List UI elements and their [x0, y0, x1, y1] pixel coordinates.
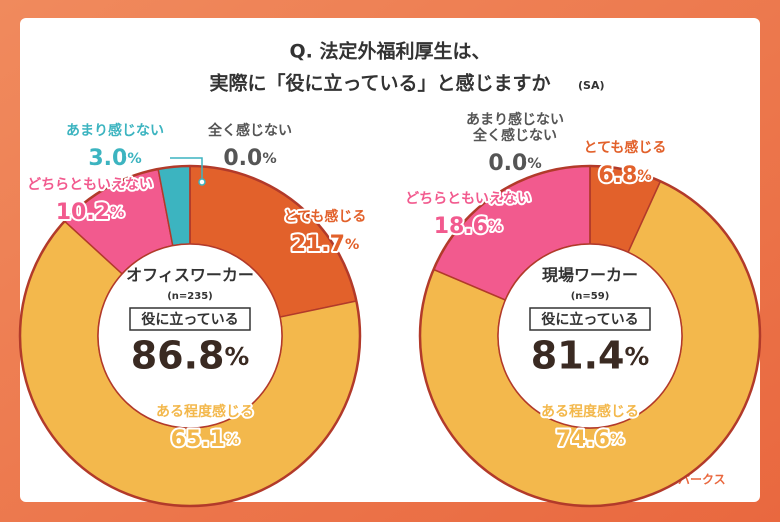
center-n: (n=235)	[167, 291, 213, 302]
segment-label: あまり感じない	[66, 122, 164, 139]
center-title: 現場ワーカー	[542, 266, 638, 285]
segment-label: あまり感じない全く感じない	[466, 111, 564, 144]
center-title: オフィスワーカー	[126, 266, 254, 285]
segment-value: 0.0%	[488, 151, 541, 176]
segment-label: ある程度感じる	[541, 403, 639, 420]
summary-box	[129, 307, 251, 331]
donut-hole	[497, 243, 683, 429]
segment-label: ある程度感じる	[156, 403, 254, 420]
donut-hole	[97, 243, 283, 429]
title-note: (SA)	[578, 79, 605, 92]
donut-outline	[18, 164, 362, 508]
donut-outline	[418, 164, 762, 508]
center-n: (n=59)	[571, 291, 610, 302]
segment-label: 全く感じない	[207, 122, 292, 139]
segment-label: とても感じる	[284, 208, 367, 225]
leader-dot	[198, 178, 206, 186]
summary-box	[529, 307, 651, 331]
segment-label: とても感じる	[584, 139, 667, 156]
segment-label: どちらともいえない	[405, 191, 531, 207]
leader-line	[170, 157, 203, 180]
title-line: 実際に「役に立っている」と感じますか	[209, 72, 550, 95]
summary-label: 役に立っている	[141, 311, 238, 328]
segment-label: どちらともいえない	[27, 177, 153, 193]
summary-label: 役に立っている	[541, 311, 638, 328]
title-line: Q. 法定外福利厚生は、	[290, 40, 491, 63]
